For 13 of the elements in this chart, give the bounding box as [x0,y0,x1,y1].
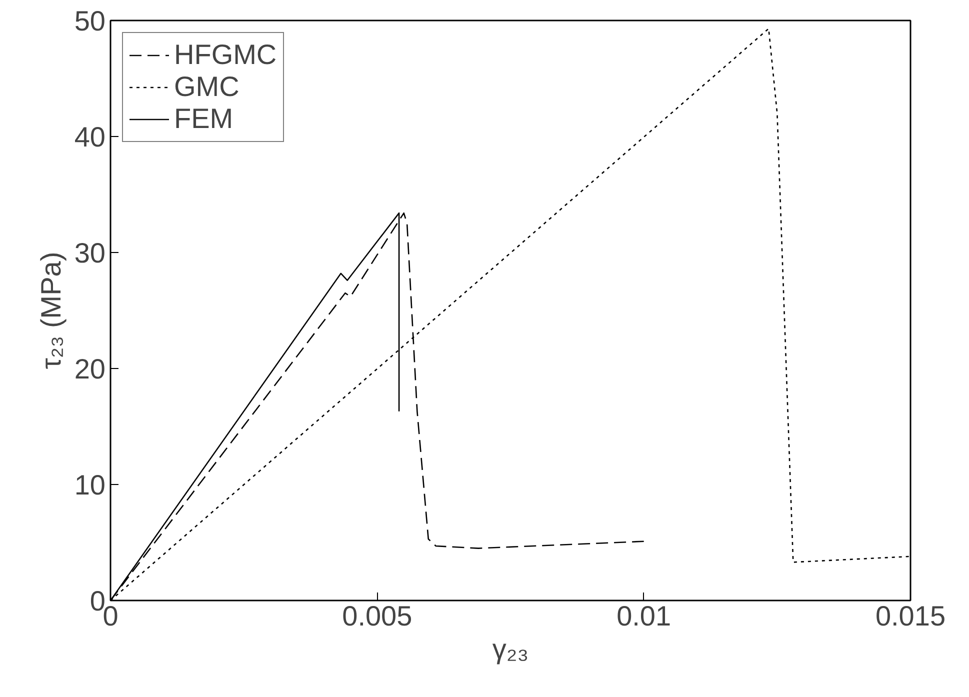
x-axis-title: γ₂₃ [492,634,529,664]
y-axis-title: τ₂₃ (MPa) [35,252,66,370]
x-tick-label: 0.01 [616,600,672,632]
y-tick-label: 10 [74,470,106,500]
y-tick-label: 40 [74,122,106,152]
y-tick-label: 50 [74,6,106,36]
legend-label: FEM [174,103,234,135]
y-tick-label: 20 [74,354,106,384]
legend-label: HFGMC [174,39,277,71]
y-tick-label: 30 [74,238,106,268]
x-tick-label: 0.005 [342,600,412,632]
x-tick-label: 0.015 [875,600,946,632]
legend-label: GMC [174,71,240,103]
